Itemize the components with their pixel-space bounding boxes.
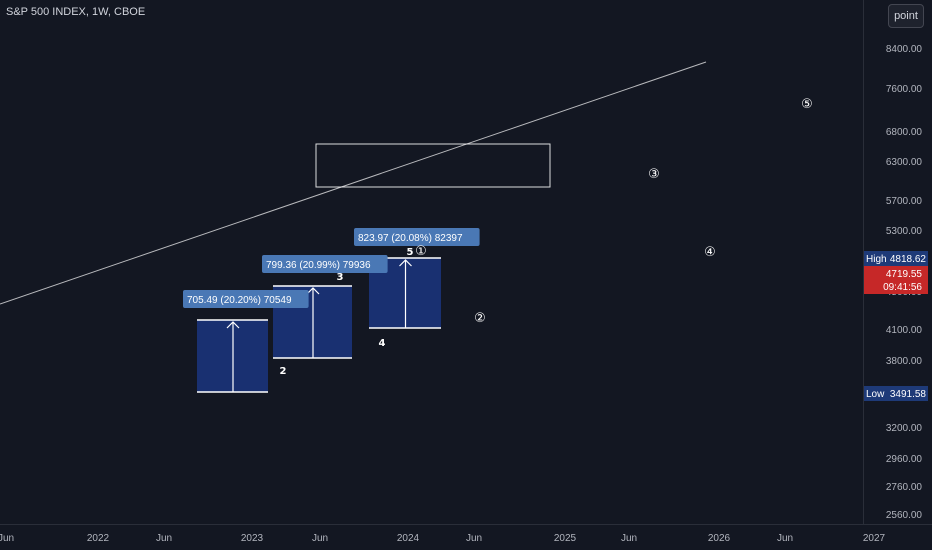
time-tick-label: Jun xyxy=(312,533,328,544)
last-price-value: 4719.55 xyxy=(886,269,923,280)
high-badge-bg xyxy=(864,251,928,266)
measure-label: 705.49 (20.20%) 70549 xyxy=(187,295,292,306)
price-tick-label: 2960.00 xyxy=(886,454,923,465)
measure-label: 799.36 (20.99%) 79936 xyxy=(266,260,371,271)
wave-label: 2 xyxy=(280,366,287,377)
price-tick-label: 2560.00 xyxy=(886,510,923,521)
low-badge-value: 3491.58 xyxy=(890,389,927,400)
point-button[interactable]: point xyxy=(888,4,924,28)
measure-arrow-head xyxy=(226,321,240,329)
time-tick-label: 2022 xyxy=(87,533,110,544)
time-tick-label: Jun xyxy=(156,533,172,544)
last-price-badge xyxy=(864,266,928,294)
wave-label: 3 xyxy=(337,272,344,283)
measure-label-bg xyxy=(354,228,480,246)
circled-wave-label: ② xyxy=(474,311,486,326)
target-zone-rect xyxy=(315,143,551,188)
circled-wave-label: ① xyxy=(415,244,427,259)
price-tick-label: 2760.00 xyxy=(886,482,923,493)
time-tick-label: 2024 xyxy=(397,533,420,544)
measure-label-bg xyxy=(262,255,388,273)
price-tick-label: 5300.00 xyxy=(886,226,923,237)
measure-arrow-head xyxy=(399,259,412,267)
measure-arrow-head xyxy=(306,287,320,295)
time-tick-label: Jun xyxy=(777,533,793,544)
time-tick-label: 2027 xyxy=(863,533,886,544)
time-tick-label: Jun xyxy=(0,533,14,544)
time-tick-label: 2026 xyxy=(708,533,731,544)
price-tick-label: 3800.00 xyxy=(886,356,923,367)
circled-wave-label: ③ xyxy=(648,167,660,182)
circled-wave-label: ④ xyxy=(704,245,716,260)
wave-label: 4 xyxy=(379,338,386,349)
price-tick-label: 7600.00 xyxy=(886,84,923,95)
chart-title: S&P 500 INDEX, 1W, CBOE xyxy=(6,6,146,18)
price-tick-label: 6800.00 xyxy=(886,127,923,138)
circled-wave-label: ⑤ xyxy=(801,97,813,112)
measure-label-bg xyxy=(183,290,309,308)
time-tick-label: Jun xyxy=(466,533,482,544)
wave-label: 5 xyxy=(407,247,414,258)
trend-line xyxy=(0,61,707,305)
price-tick-label: 5700.00 xyxy=(886,196,923,207)
time-tick-label: 2023 xyxy=(241,533,264,544)
last-price-countdown: 09:41:56 xyxy=(883,282,922,293)
price-tick-label: 6300.00 xyxy=(886,157,923,168)
measure-label: 823.97 (20.08%) 82397 xyxy=(358,233,463,244)
price-tick-label: 8400.00 xyxy=(886,44,923,55)
low-badge-label: Low xyxy=(866,389,885,400)
low-badge-bg xyxy=(864,386,928,401)
high-badge-label: High xyxy=(866,254,887,265)
high-badge-value: 4818.62 xyxy=(890,254,927,265)
time-tick-label: Jun xyxy=(621,533,637,544)
price-tick-label: 4100.00 xyxy=(886,325,923,336)
time-tick-label: 2025 xyxy=(554,533,577,544)
price-tick-label: 3200.00 xyxy=(886,423,923,434)
